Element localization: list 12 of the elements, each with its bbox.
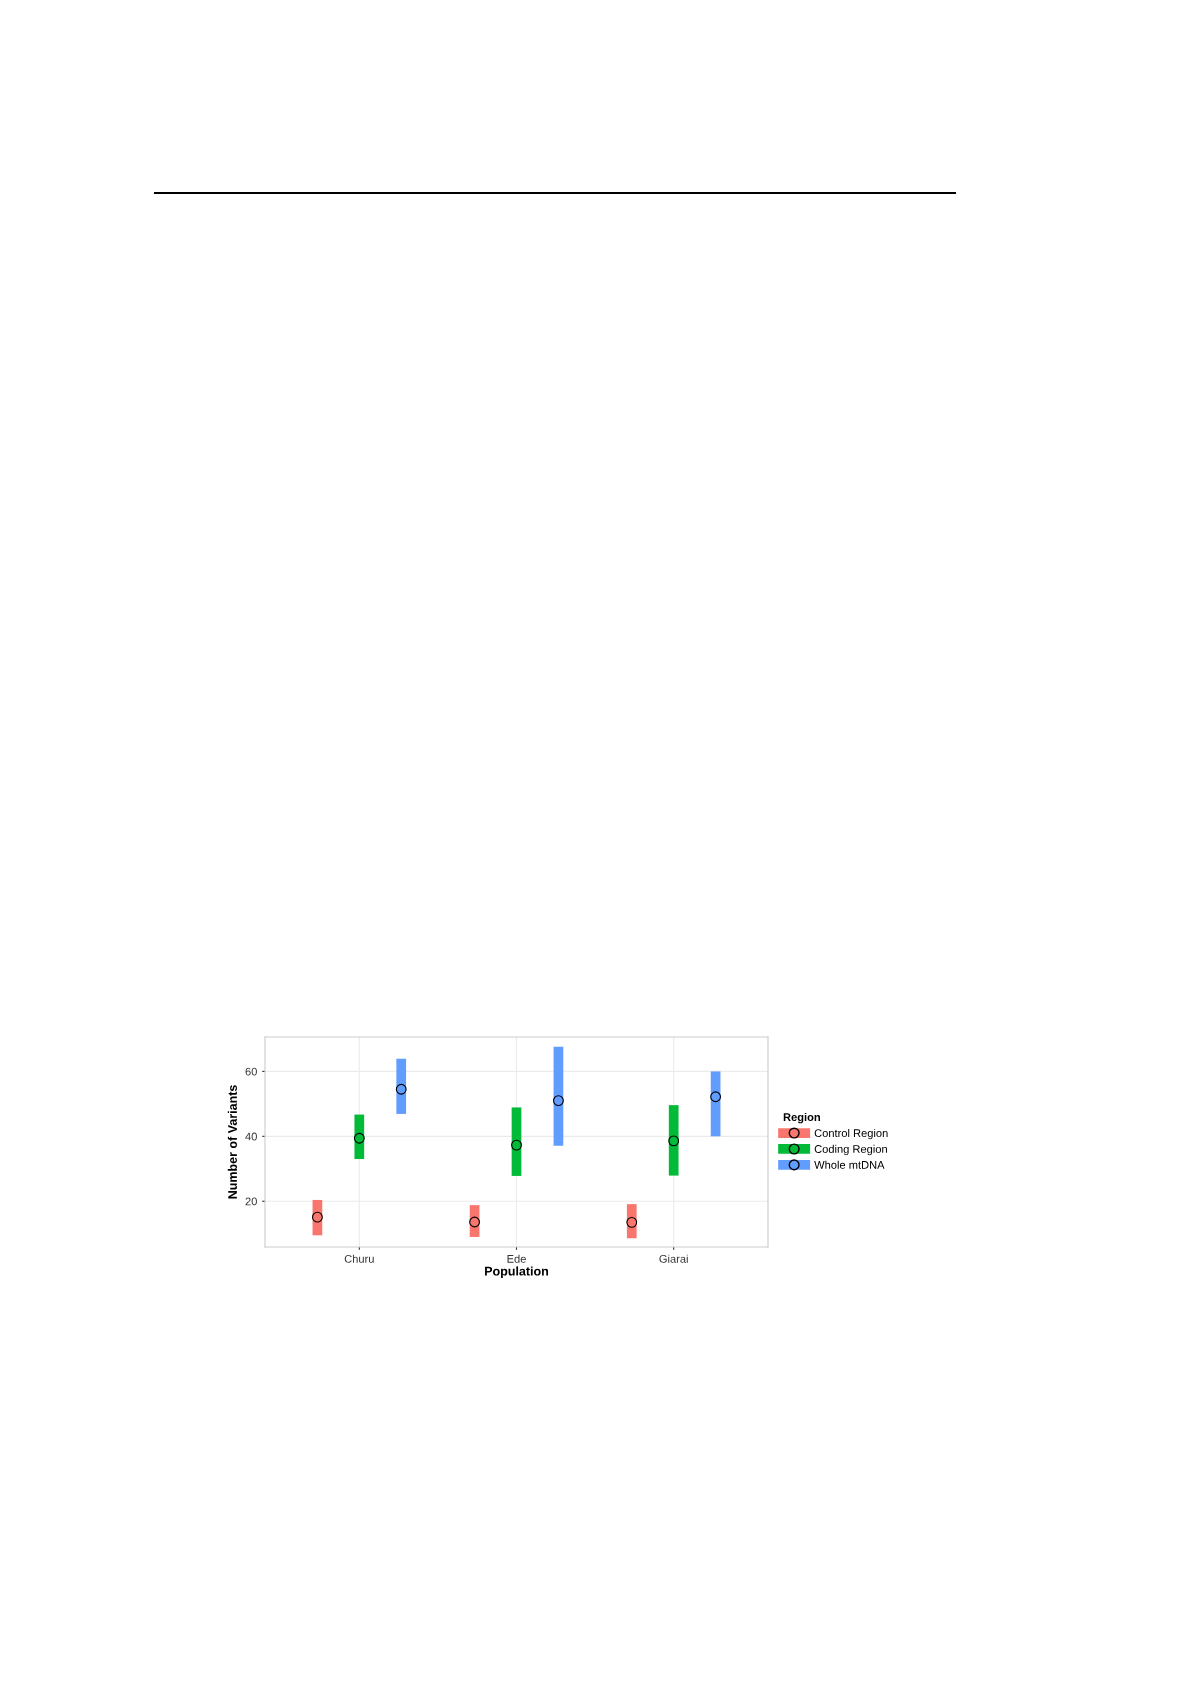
x-tick-label: Churu (344, 1254, 374, 1263)
legend-title: Region (783, 1112, 820, 1124)
x-axis-title: Population (485, 1266, 549, 1279)
y-axis-title: Number of Variants (227, 1085, 237, 1199)
legend-label: Coding Region (814, 1144, 887, 1156)
legend-label: Whole mtDNA (814, 1160, 885, 1169)
x-tick-label: Giarai (659, 1254, 688, 1263)
y-tick-label: 60 (245, 1067, 257, 1076)
x-tick-label: Ede (507, 1254, 526, 1263)
y-tick-label: 40 (245, 1132, 257, 1141)
y-tick-label: 20 (245, 1197, 257, 1206)
legend-label: Control Region (814, 1128, 888, 1140)
